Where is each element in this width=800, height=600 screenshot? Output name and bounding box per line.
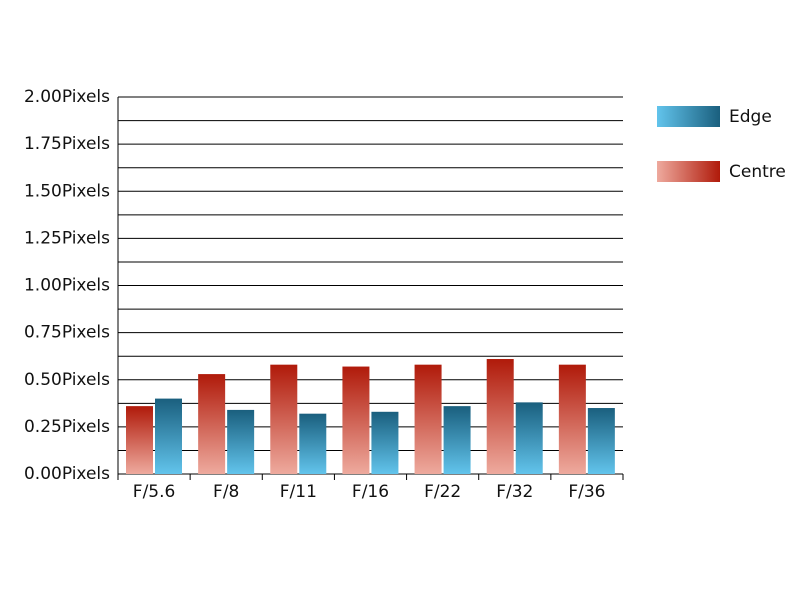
x-tick-label: F/5.6 [133, 482, 176, 502]
bar [558, 364, 586, 474]
bar [342, 366, 370, 474]
x-tick-label: F/22 [424, 482, 461, 502]
bar [227, 409, 255, 474]
legend-label: Edge [729, 107, 772, 127]
bar [270, 364, 298, 474]
y-tick-label: 2.00Pixels [24, 87, 110, 107]
bar [155, 398, 182, 474]
legend-label: Centre [729, 162, 786, 182]
bar [126, 406, 153, 474]
bar [414, 364, 442, 474]
y-tick-label: 1.50Pixels [24, 181, 110, 201]
bar [515, 402, 543, 474]
y-tick-label: 0.00Pixels [24, 464, 110, 484]
bar [198, 374, 226, 474]
bar [486, 359, 514, 474]
x-tick-label: F/16 [352, 482, 389, 502]
bar [371, 411, 399, 474]
y-tick-label: 0.75Pixels [24, 323, 110, 343]
legend-swatch [657, 106, 720, 127]
y-tick-label: 0.25Pixels [24, 417, 110, 437]
x-tick-label: F/11 [280, 482, 317, 502]
bar [443, 406, 471, 474]
y-tick-label: 1.25Pixels [24, 228, 110, 248]
bar [587, 408, 615, 474]
y-tick-label: 1.75Pixels [24, 134, 110, 154]
x-tick-label: F/8 [213, 482, 239, 502]
bar [299, 413, 327, 474]
y-tick-label: 1.00Pixels [24, 276, 110, 296]
x-tick-label: F/32 [496, 482, 533, 502]
x-tick-label: F/36 [568, 482, 605, 502]
y-tick-label: 0.50Pixels [24, 370, 110, 390]
legend-swatch [657, 161, 720, 182]
